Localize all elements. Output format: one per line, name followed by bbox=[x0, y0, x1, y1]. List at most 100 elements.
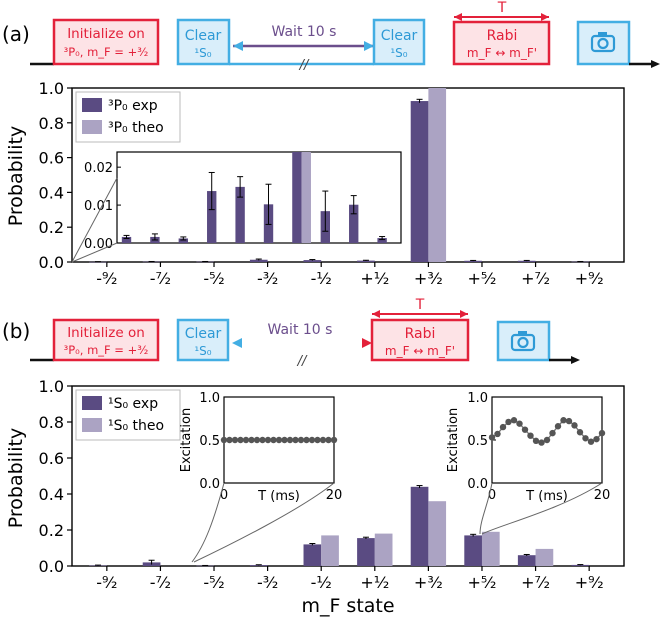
inset-point bbox=[488, 434, 496, 441]
bar-exp bbox=[410, 486, 429, 566]
inset-bar-theo bbox=[301, 152, 311, 243]
inset-point bbox=[499, 423, 507, 431]
rabi-label-a: Rabi bbox=[487, 28, 518, 44]
inset-point bbox=[560, 417, 567, 424]
xtick-label: -¹⁄₂ bbox=[311, 573, 332, 592]
inset-point bbox=[571, 422, 578, 429]
init-label-a: Initialize on bbox=[67, 26, 145, 42]
bar-exp bbox=[517, 555, 536, 566]
xtick-label: -³⁄₂ bbox=[257, 269, 278, 288]
clear1-label-a: Clear bbox=[185, 28, 222, 44]
inset-point bbox=[516, 420, 523, 427]
inset-point bbox=[554, 423, 562, 430]
legend-label-theo-b: ¹S₀ theo bbox=[108, 418, 164, 434]
bar-exp bbox=[571, 564, 590, 566]
ytick-label: 1.0 bbox=[39, 377, 64, 396]
bar-theo bbox=[428, 88, 447, 262]
bar-exp bbox=[464, 260, 482, 262]
ytick-label: 0.2 bbox=[39, 218, 64, 237]
xlabel-b: m_F state bbox=[301, 595, 394, 617]
init-state-b: ³P₀, m_F = +³⁄₂ bbox=[64, 343, 149, 357]
inset-point bbox=[286, 436, 294, 444]
xtick-label: -⁷⁄₂ bbox=[150, 269, 171, 288]
clear1-label-b: Clear bbox=[185, 326, 222, 342]
inset-point bbox=[549, 429, 556, 437]
init-box-b bbox=[52, 318, 160, 362]
xtick-label: -³⁄₂ bbox=[257, 573, 278, 592]
init-state-a: ³P₀, m_F = +³⁄₂ bbox=[64, 45, 149, 59]
inset-point bbox=[242, 436, 250, 444]
inset-bar-exp bbox=[178, 238, 188, 243]
legend-swatch-exp-a bbox=[82, 98, 102, 112]
ytick-label: 0.0 bbox=[39, 253, 64, 272]
inset-ytick-label: 1.0 bbox=[467, 391, 488, 406]
xtick-label: -⁵⁄₂ bbox=[203, 269, 224, 288]
bar-exp bbox=[517, 260, 536, 262]
panel-label-a: (a) bbox=[2, 22, 30, 46]
inset-point bbox=[308, 436, 316, 444]
bar-exp bbox=[357, 538, 375, 566]
inset-xtick-label: 0 bbox=[220, 488, 228, 503]
inset-point bbox=[253, 436, 261, 444]
inset-b1: Excitation 0.0 0.5 1.0 0 20 T (ms) bbox=[179, 391, 343, 563]
bar-exp bbox=[410, 101, 429, 262]
inset-xtick-label: 0 bbox=[488, 488, 496, 503]
inset-point bbox=[505, 418, 512, 426]
clear1-state-b: ¹S₀ bbox=[194, 344, 211, 358]
wait-label-b: Wait 10 s bbox=[268, 322, 333, 338]
inset-ytick-label: 0.5 bbox=[467, 434, 488, 449]
inset-point bbox=[303, 436, 310, 444]
bar-exp bbox=[249, 565, 268, 566]
xtick-label: +⁷⁄₂ bbox=[521, 573, 550, 592]
rabi-box-a bbox=[452, 20, 551, 66]
inset-bar-exp bbox=[121, 236, 132, 243]
ytick-label: 0.6 bbox=[39, 449, 64, 468]
inset-point bbox=[598, 429, 606, 437]
inset-point bbox=[543, 436, 551, 444]
inset-point bbox=[314, 436, 321, 444]
xtick-label: +¹⁄₂ bbox=[360, 573, 389, 592]
inset-b2-ylabel: Excitation bbox=[446, 408, 461, 472]
legend-a: ³P₀ exp ³P₀ theo bbox=[75, 91, 181, 143]
chart-b: Probability 0.0 0.2 0.4 0.6 0.8 1.0 -⁹⁄₂ -⁷⁄₂ -… bbox=[5, 377, 625, 617]
ytick-label: 0.6 bbox=[39, 149, 64, 168]
clear1-state-a: ¹S₀ bbox=[194, 46, 211, 60]
xtick-label: -⁹⁄₂ bbox=[96, 573, 117, 592]
rabi-T-a: T bbox=[497, 0, 507, 16]
ytick-label: 0.0 bbox=[39, 557, 64, 576]
bar-theo bbox=[535, 548, 554, 566]
inset-point bbox=[231, 436, 239, 444]
inset-point bbox=[319, 436, 327, 444]
camera-icon bbox=[510, 331, 536, 352]
inset-point bbox=[576, 429, 584, 436]
inset-b2-xlabel: T (ms) bbox=[525, 489, 568, 504]
inset-point bbox=[259, 436, 266, 444]
inset-bar-exp bbox=[292, 152, 302, 243]
legend-swatch-theo-b bbox=[82, 418, 102, 432]
xtick-label: +⁹⁄₂ bbox=[575, 573, 604, 592]
bar-exp bbox=[464, 535, 482, 566]
rabi-T-b: T bbox=[415, 297, 425, 313]
ytick-label: 0.8 bbox=[39, 413, 64, 432]
chart-a: Probability 0.0 0.2 0.4 0.6 0.8 1.0 -⁹⁄₂ -⁷⁄₂ -… bbox=[5, 79, 625, 288]
rabi-transition-b: m_F ↔ m_F' bbox=[385, 344, 455, 358]
inset-ytick-label: 1.0 bbox=[199, 391, 220, 406]
ytick-label: 1.0 bbox=[39, 79, 64, 98]
legend-swatch-theo-a bbox=[82, 120, 102, 134]
clear2-label-a: Clear bbox=[381, 28, 418, 44]
inset-xtick-label: 20 bbox=[326, 488, 343, 503]
ylabel-a: Probability bbox=[5, 126, 27, 226]
legend-label-theo-a: ³P₀ theo bbox=[108, 120, 164, 136]
bar-exp bbox=[303, 260, 322, 262]
inset-ytick-label: 0.0 bbox=[199, 477, 220, 492]
rabi-box-b bbox=[370, 318, 470, 362]
bar-theo bbox=[321, 535, 339, 566]
rabi-label-b: Rabi bbox=[405, 326, 436, 342]
xtick-label: -⁹⁄₂ bbox=[96, 269, 117, 288]
xtick-label: +⁵⁄₂ bbox=[468, 269, 497, 288]
rabi-transition-a: m_F ↔ m_F' bbox=[467, 46, 537, 60]
inset-a: 0.00 0.01 0.02 bbox=[71, 151, 402, 263]
svg-text://: // bbox=[299, 58, 310, 73]
clear2-state-a: ¹S₀ bbox=[390, 46, 407, 60]
